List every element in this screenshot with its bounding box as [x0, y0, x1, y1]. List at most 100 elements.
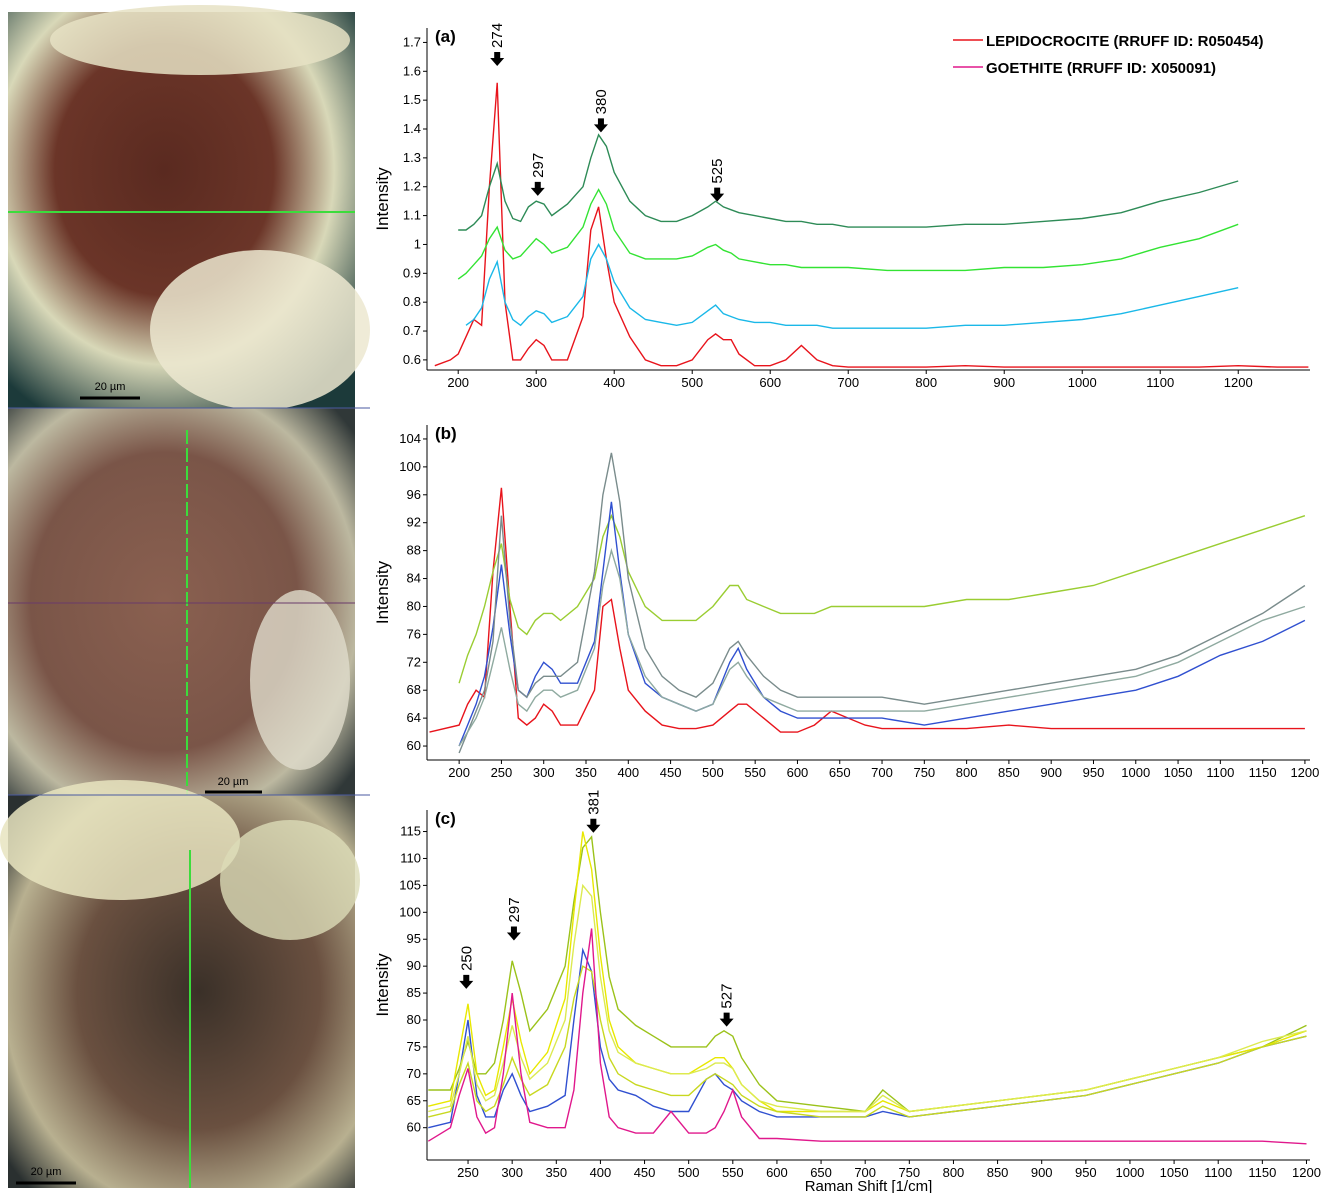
x-tick-label: 950: [1075, 1165, 1097, 1180]
peak-arrow: [586, 819, 600, 833]
y-tick-label: 60: [407, 738, 421, 753]
series-line: [428, 929, 1306, 1144]
x-tick-label: 1000: [1068, 375, 1097, 390]
y-tick-label: 1.5: [403, 92, 421, 107]
peak-arrow: [459, 975, 473, 989]
micrograph-b: 20 µm: [8, 408, 355, 795]
x-tick-label: 500: [702, 765, 724, 780]
y-axis-label: Intensity: [373, 167, 392, 231]
bright-region: [0, 780, 240, 900]
x-tick-label: 400: [617, 765, 639, 780]
peak-label: 381: [585, 790, 602, 815]
y-tick-label: 0.7: [403, 323, 421, 338]
y-tick-label: 105: [399, 877, 421, 892]
x-tick-label: 900: [993, 375, 1015, 390]
x-tick-label: 1100: [1204, 1165, 1232, 1180]
y-tick-label: 92: [407, 515, 421, 530]
y-tick-label: 72: [407, 654, 421, 669]
y-tick-label: 96: [407, 487, 421, 502]
x-tick-label: 300: [533, 765, 555, 780]
series-line: [428, 950, 1306, 1128]
x-axis-label: Raman Shift [1/cm]: [805, 1178, 933, 1193]
x-tick-label: 550: [744, 765, 766, 780]
scale-label: 20 µm: [218, 776, 249, 788]
x-tick-label: 400: [603, 375, 625, 390]
bright-region: [150, 250, 370, 410]
y-tick-label: 1: [414, 236, 421, 251]
x-tick-label: 800: [915, 375, 937, 390]
series-line: [428, 966, 1306, 1117]
y-tick-label: 104: [399, 431, 421, 446]
y-tick-label: 90: [407, 958, 421, 973]
y-tick-label: 1.7: [403, 34, 421, 49]
series-line: [459, 551, 1305, 746]
series-line: [435, 83, 1309, 367]
legend-label: GOETHITE (RRUFF ID: X050091): [986, 60, 1216, 77]
peak-arrow: [720, 1013, 734, 1027]
y-tick-label: 85: [407, 985, 421, 1000]
x-tick-label: 1150: [1248, 1165, 1276, 1180]
peak-label: 274: [489, 23, 506, 48]
x-tick-label: 350: [545, 1165, 567, 1180]
y-tick-label: 110: [400, 850, 421, 865]
x-tick-label: 850: [987, 1165, 1009, 1180]
x-tick-label: 250: [457, 1165, 479, 1180]
y-tick-label: 115: [400, 824, 421, 839]
x-tick-label: 1100: [1146, 375, 1174, 390]
micrograph-a: 20 µm: [8, 5, 370, 410]
peak-label: 297: [530, 153, 547, 178]
x-tick-label: 800: [956, 765, 978, 780]
x-tick-label: 1050: [1164, 765, 1193, 780]
x-tick-label: 200: [448, 765, 470, 780]
x-tick-label: 500: [678, 1165, 700, 1180]
y-tick-label: 1.2: [403, 179, 421, 194]
page: {"images":[{"scale_label":"20 µm"},{"sca…: [0, 0, 1328, 1193]
y-tick-label: 65: [407, 1093, 421, 1108]
y-tick-label: 100: [399, 904, 421, 919]
x-tick-label: 650: [829, 765, 851, 780]
x-tick-label: 1000: [1121, 765, 1150, 780]
x-tick-label: 1200: [1292, 1165, 1321, 1180]
y-axis-label: Intensity: [373, 560, 392, 624]
x-tick-label: 1000: [1115, 1165, 1144, 1180]
x-tick-label: 1200: [1290, 765, 1319, 780]
peak-arrow: [507, 926, 521, 940]
x-tick-label: 900: [1031, 1165, 1053, 1180]
series-line: [458, 135, 1238, 230]
scale-label: 20 µm: [95, 381, 126, 393]
y-tick-label: 0.6: [403, 352, 421, 367]
x-tick-label: 350: [575, 765, 597, 780]
x-tick-label: 950: [1083, 765, 1105, 780]
x-tick-label: 200: [447, 375, 469, 390]
x-tick-label: 600: [766, 1165, 788, 1180]
x-tick-label: 500: [681, 375, 703, 390]
series-line: [458, 190, 1238, 280]
series-line: [428, 832, 1306, 1112]
series-line: [428, 837, 1306, 1112]
x-tick-label: 400: [590, 1165, 612, 1180]
y-tick-label: 76: [407, 626, 421, 641]
series-line: [430, 488, 1305, 732]
x-tick-label: 300: [525, 375, 547, 390]
peak-label: 250: [458, 946, 475, 971]
figure: 20 µm 20 µm 20 µm 0.60.70.80.911.11.21.3…: [0, 0, 1328, 1193]
x-tick-label: 700: [871, 765, 893, 780]
y-tick-label: 68: [407, 682, 421, 697]
y-tick-label: 0.8: [403, 294, 421, 309]
y-tick-label: 84: [407, 571, 421, 586]
micrograph-c: 20 µm: [0, 780, 360, 1188]
bright-region: [250, 590, 350, 770]
y-tick-label: 1.6: [403, 63, 421, 78]
legend-label: LEPIDOCROCITE (RRUFF ID: R050454): [986, 33, 1264, 50]
peak-arrow: [490, 52, 504, 66]
x-tick-label: 1150: [1249, 765, 1277, 780]
series-line: [466, 245, 1238, 329]
peak-label: 297: [506, 897, 523, 922]
y-tick-label: 1.3: [403, 150, 421, 165]
bright-region: [220, 820, 360, 940]
y-tick-label: 100: [399, 459, 421, 474]
y-tick-label: 80: [407, 598, 421, 613]
series-line: [428, 885, 1306, 1111]
x-tick-label: 250: [491, 765, 513, 780]
